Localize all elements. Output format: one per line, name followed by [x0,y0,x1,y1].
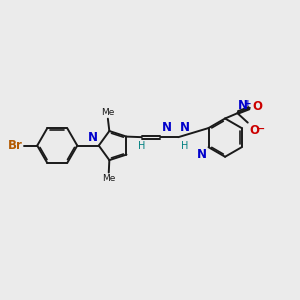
Text: H: H [181,141,188,151]
Text: −: − [256,124,266,134]
Text: Me: Me [101,108,115,117]
Text: Me: Me [102,174,116,183]
Text: Br: Br [8,139,23,152]
Text: N: N [180,121,190,134]
Text: N: N [238,99,248,112]
Text: N: N [197,148,207,161]
Text: O: O [252,100,262,113]
Text: H: H [138,141,146,151]
Text: +: + [244,99,252,108]
Text: N: N [161,121,172,134]
Text: O: O [250,124,260,137]
Text: N: N [88,131,98,144]
